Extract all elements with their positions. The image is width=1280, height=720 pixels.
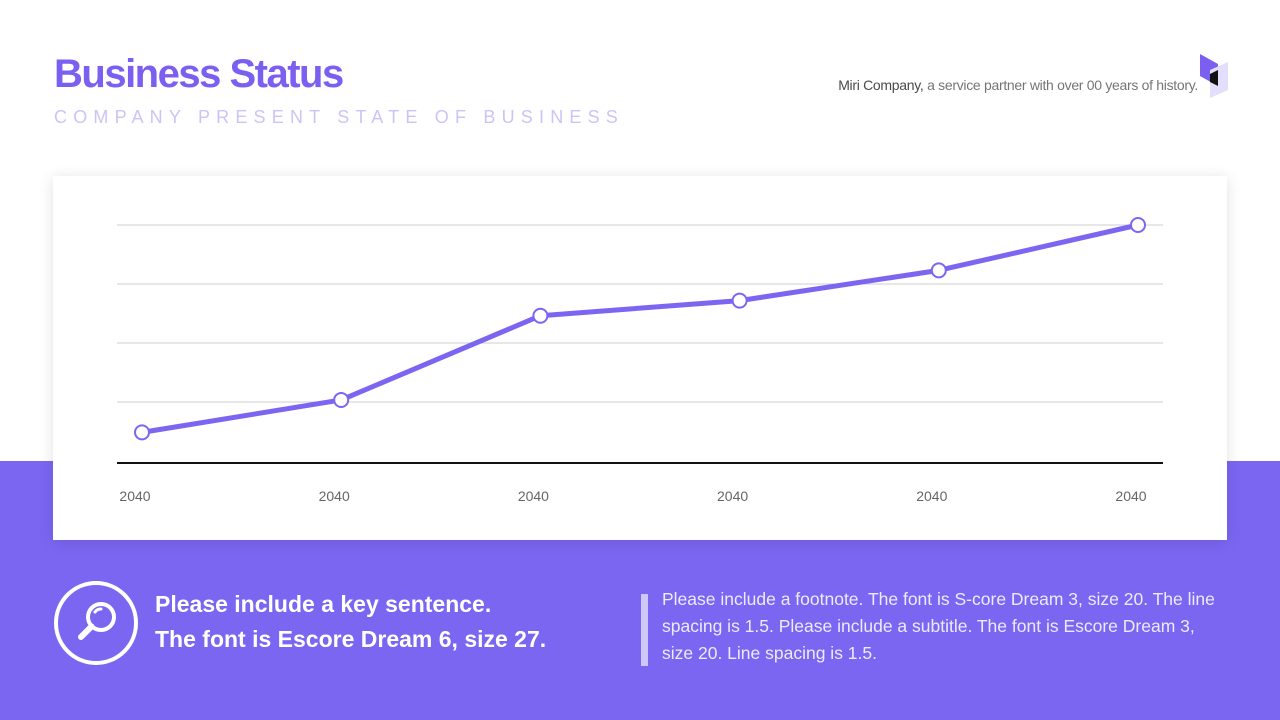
company-name: Miri Company, [838, 77, 924, 93]
series-line [139, 222, 1141, 435]
x-axis-tick-labels: 2040 2040 2040 2040 2040 2040 [119, 488, 1146, 504]
x-tick-label: 2040 [119, 488, 150, 504]
cube-logo-icon [1200, 54, 1228, 98]
x-tick-label: 2040 [319, 488, 350, 504]
page-subtitle: COMPANY PRESENT STATE OF BUSINESS [54, 107, 625, 127]
data-point [930, 262, 947, 279]
key-sentence-line-2: The font is Escore Dream 6, size 27. [155, 626, 547, 652]
x-tick-label: 2040 [1115, 488, 1146, 504]
footnote-text: Please include a footnote. The font is S… [662, 589, 1215, 663]
x-tick-label: 2040 [518, 488, 549, 504]
data-point [1130, 217, 1146, 233]
chart-series-line [139, 222, 1141, 435]
x-tick-label: 2040 [717, 488, 748, 504]
data-point [333, 391, 350, 408]
key-sentence: Please include a key sentence. The font … [155, 587, 546, 657]
company-tagline: Miri Company, a service partner with ove… [838, 76, 1198, 94]
line-chart: 2040 2040 2040 2040 2040 2040 [117, 217, 1163, 504]
data-point [731, 292, 748, 309]
x-tick-label: 2040 [916, 488, 947, 504]
data-point [532, 307, 549, 324]
key-sentence-line-1: Please include a key sentence. [155, 591, 492, 617]
company-description: a service partner with over 00 years of … [923, 77, 1198, 93]
page-title: Business Status [54, 52, 344, 96]
chart-gridlines [117, 224, 1163, 403]
magnifier-icon [54, 581, 138, 665]
footnote-accent-bar [641, 594, 648, 666]
chart-card: 2040 2040 2040 2040 2040 2040 [53, 176, 1227, 540]
chart-data-points [134, 217, 1146, 441]
data-point [134, 424, 150, 441]
